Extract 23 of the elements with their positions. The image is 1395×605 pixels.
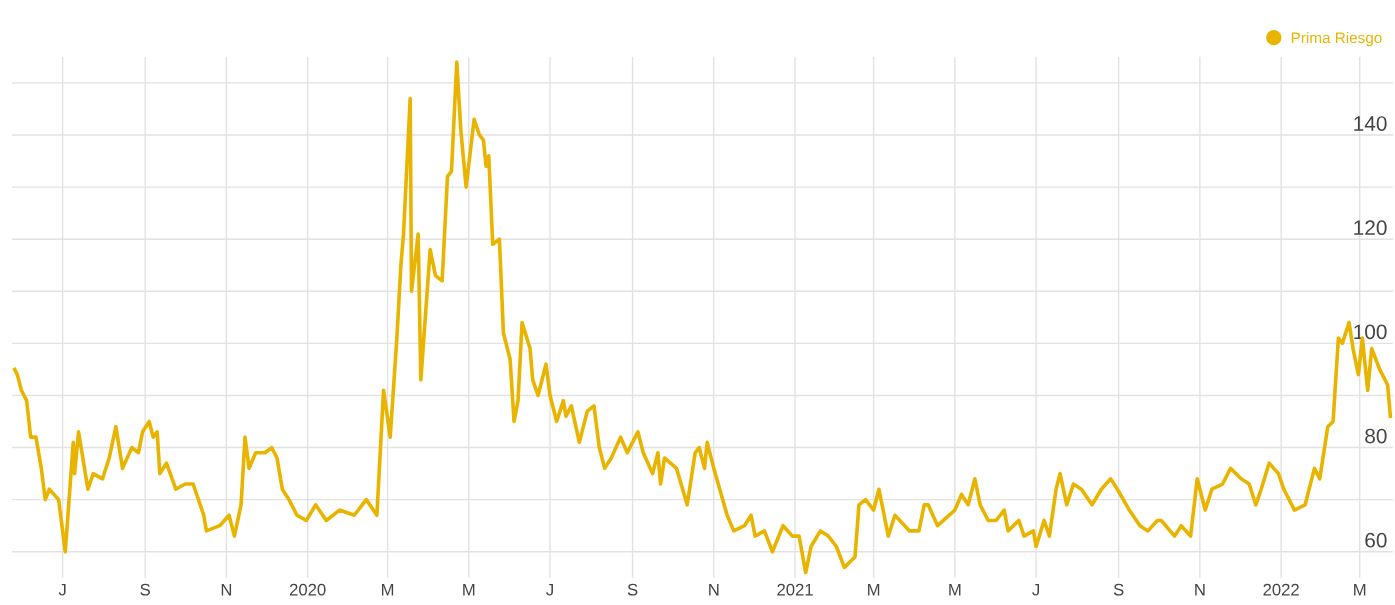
x-tick-label: N [1195,583,1205,596]
x-tick-label: 2022 [1263,583,1299,596]
x-tick-label: M [381,583,394,596]
legend-label: Prima Riesgo [1291,31,1382,47]
y-tick-label: 60 [1365,532,1387,548]
x-tick-label: J [546,583,553,596]
x-tick-label: M [463,583,475,596]
y-tick-label: 120 [1354,220,1387,236]
x-tick-label: M [949,583,961,596]
y-tick-label: 100 [1354,324,1387,340]
x-tick-label: N [709,583,719,596]
x-tick-label: M [1354,583,1366,596]
x-tick-label: S [140,583,150,596]
x-tick-label: M [868,583,880,596]
x-tick-label: S [627,583,638,596]
x-tick-label: N [221,583,232,596]
x-tick-label: 2020 [289,583,326,596]
y-tick-label: 80 [1365,428,1387,444]
x-tick-label: S [1113,583,1124,596]
x-tick-label: 2021 [777,583,813,596]
y-tick-label: 140 [1354,116,1387,131]
x-tick-label: J [58,583,66,596]
x-tick-label: J [1032,583,1040,596]
